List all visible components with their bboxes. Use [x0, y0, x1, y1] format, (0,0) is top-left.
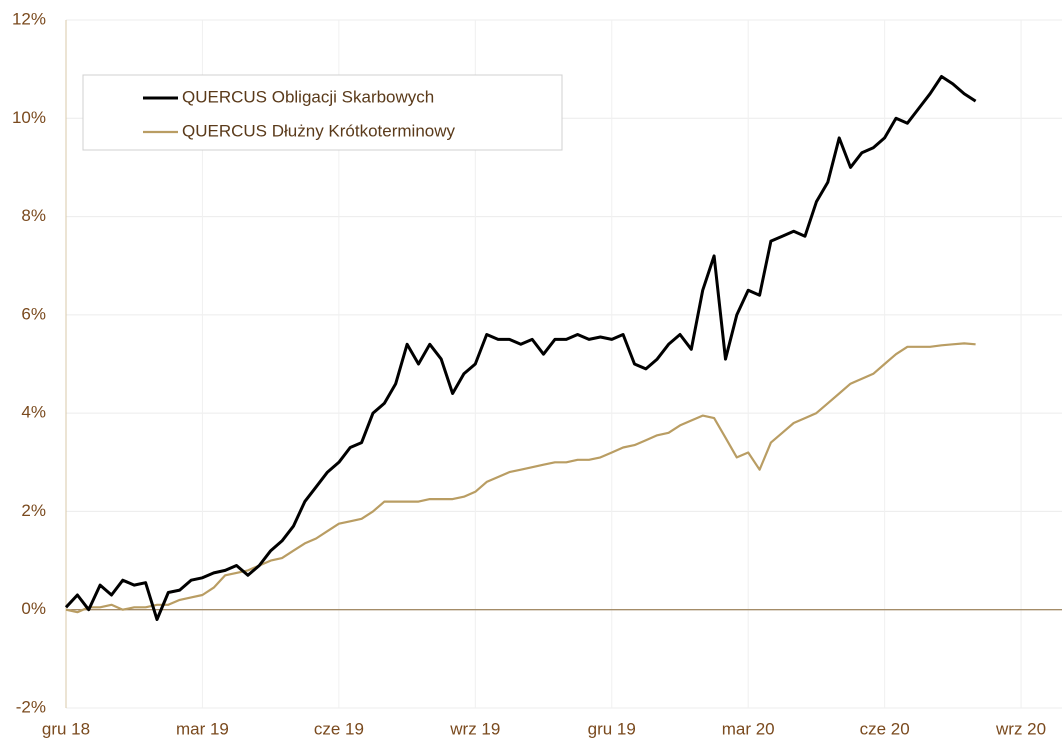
y-tick-label: -2% [16, 697, 46, 716]
series-line [65, 342, 976, 614]
y-tick-label: 8% [21, 206, 46, 225]
x-tick-label: gru 19 [588, 719, 636, 738]
y-tick-label: 0% [21, 599, 46, 618]
x-tick-label: mar 20 [722, 719, 775, 738]
series-line [64, 75, 977, 621]
legend-label: QUERCUS Obligacji Skarbowych [182, 87, 434, 106]
legend-box [82, 74, 563, 151]
y-tick-label: 12% [12, 9, 46, 28]
x-tick-label: cze 19 [314, 719, 364, 738]
y-tick-label: 4% [21, 403, 46, 422]
x-tick-label: cze 20 [860, 719, 910, 738]
x-tick-label: wrz 19 [449, 719, 500, 738]
x-tick-label: mar 19 [176, 719, 229, 738]
x-tick-label: gru 18 [42, 719, 90, 738]
legend: QUERCUS Obligacji Skarbowych QUERCUS Dłuż… [82, 74, 563, 151]
y-tick-label: 10% [12, 108, 46, 127]
x-tick-label: wrz 20 [995, 719, 1046, 738]
y-tick-label: 6% [21, 304, 46, 323]
y-tick-label: 2% [21, 501, 46, 520]
legend-label: QUERCUS Dłużny Krótkoterminowy [182, 121, 456, 140]
